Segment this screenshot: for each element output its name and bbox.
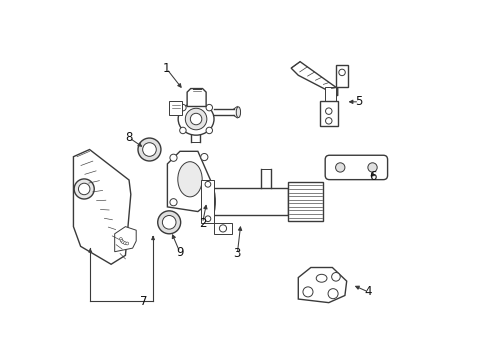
Text: 7: 7: [140, 295, 147, 308]
Polygon shape: [73, 149, 131, 264]
Circle shape: [204, 216, 210, 222]
Circle shape: [142, 143, 156, 156]
Circle shape: [205, 104, 212, 111]
Text: 2: 2: [199, 216, 206, 230]
Text: 4: 4: [364, 285, 371, 298]
Circle shape: [162, 216, 176, 229]
Ellipse shape: [236, 107, 240, 118]
Text: 6: 6: [368, 170, 376, 183]
Polygon shape: [169, 101, 182, 115]
Circle shape: [367, 163, 376, 172]
Polygon shape: [290, 62, 337, 96]
Ellipse shape: [208, 188, 215, 215]
Polygon shape: [115, 226, 136, 252]
Circle shape: [327, 289, 337, 299]
Circle shape: [190, 113, 202, 125]
Circle shape: [204, 181, 210, 187]
Text: 5: 5: [355, 95, 362, 108]
Polygon shape: [167, 151, 210, 212]
Polygon shape: [298, 267, 346, 303]
Text: 8: 8: [125, 131, 132, 144]
Circle shape: [201, 194, 208, 202]
Circle shape: [138, 138, 161, 161]
FancyBboxPatch shape: [325, 155, 387, 180]
Circle shape: [335, 163, 344, 172]
Circle shape: [179, 104, 186, 111]
Circle shape: [303, 287, 312, 297]
Circle shape: [158, 211, 180, 234]
Circle shape: [219, 225, 226, 232]
Polygon shape: [201, 180, 214, 223]
Circle shape: [169, 199, 177, 206]
Polygon shape: [214, 223, 231, 234]
Ellipse shape: [178, 103, 214, 135]
Text: 9: 9: [176, 246, 183, 259]
Polygon shape: [325, 87, 335, 101]
Circle shape: [338, 69, 345, 76]
Polygon shape: [287, 182, 323, 221]
Text: 3: 3: [233, 247, 241, 260]
Circle shape: [125, 242, 128, 245]
Circle shape: [185, 108, 206, 130]
Circle shape: [122, 241, 124, 244]
Circle shape: [179, 127, 186, 134]
Circle shape: [325, 118, 331, 124]
Polygon shape: [319, 101, 337, 126]
Ellipse shape: [178, 162, 202, 197]
Polygon shape: [187, 89, 206, 107]
Polygon shape: [335, 65, 347, 87]
Polygon shape: [212, 188, 287, 215]
Circle shape: [119, 238, 122, 240]
Circle shape: [205, 127, 212, 134]
Circle shape: [331, 273, 340, 281]
Circle shape: [120, 239, 123, 242]
Circle shape: [325, 108, 331, 114]
Circle shape: [123, 242, 126, 244]
Ellipse shape: [316, 274, 326, 282]
Circle shape: [169, 154, 177, 161]
Text: 1: 1: [163, 62, 170, 75]
Circle shape: [201, 153, 207, 161]
Circle shape: [74, 179, 94, 199]
Circle shape: [78, 183, 90, 195]
